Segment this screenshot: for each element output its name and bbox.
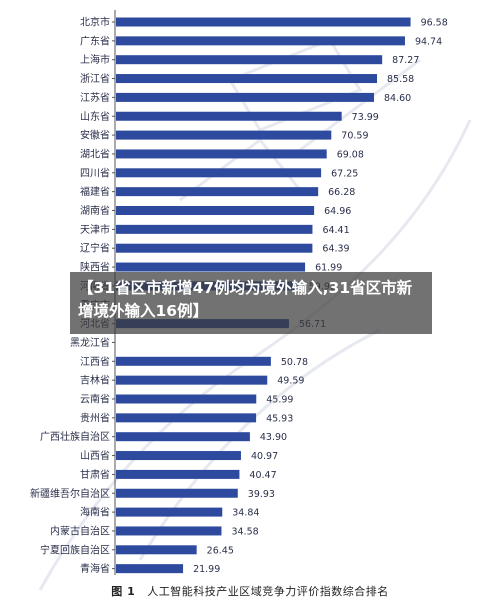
bar: [116, 92, 375, 102]
category-label: 北京市: [80, 16, 110, 29]
category-label: 天津市: [80, 223, 110, 236]
value-label: 45.93: [266, 413, 293, 424]
bar: [116, 488, 238, 498]
value-label: 34.58: [231, 526, 258, 537]
figure-number: 图 1: [111, 585, 136, 598]
category-label: 山东省: [80, 110, 110, 123]
category-label: 辽宁省: [80, 242, 110, 255]
bar: [116, 356, 271, 366]
bar: [116, 243, 313, 253]
bar: [116, 74, 378, 84]
category-label: 贵州省: [80, 411, 110, 424]
category-label: 黑龙江省: [70, 336, 110, 349]
bar: [116, 469, 240, 479]
value-label: 87.27: [392, 55, 419, 66]
category-label: 山西省: [80, 449, 110, 462]
value-label: 45.99: [266, 395, 293, 406]
category-label: 内蒙古自治区: [50, 524, 110, 537]
bar: [116, 149, 327, 159]
bar: [116, 545, 197, 555]
category-label: 湖北省: [80, 147, 110, 160]
bar: [116, 507, 223, 517]
bar: [116, 394, 257, 404]
bar: [116, 526, 222, 536]
bar: [116, 262, 306, 272]
bar: [116, 111, 342, 121]
bar: [116, 55, 383, 65]
category-label: 上海市: [80, 53, 110, 66]
bar: [116, 206, 315, 215]
category-label: 宁夏回族自治区: [40, 543, 110, 556]
category-label: 青海省: [80, 562, 110, 575]
value-label: 67.25: [331, 168, 358, 179]
figure-caption: 图 1 人工智能科技产业区域竞争力评价指数综合排名: [0, 583, 500, 599]
category-label: 安徽省: [80, 129, 110, 142]
bar: [116, 375, 268, 385]
category-label: 甘肃省: [80, 468, 110, 481]
category-label: 四川省: [80, 166, 110, 179]
value-label: 69.08: [337, 149, 364, 160]
bar: [116, 168, 322, 178]
category-label: 海南省: [80, 506, 110, 519]
value-label: 94.74: [415, 36, 442, 47]
value-label: 40.97: [251, 451, 278, 462]
bar-chart: 北京市 96.58 广东省 94.74 上海市 87.27 浙江省 85.58 江苏省 84.60…: [30, 10, 448, 575]
bar: [116, 187, 319, 197]
value-label: 64.41: [322, 225, 349, 236]
value-label: 85.58: [387, 74, 414, 85]
value-label: 73.99: [352, 112, 379, 123]
value-label: 66.28: [328, 187, 355, 198]
category-label: 陕西省: [80, 261, 110, 274]
headline-overlay: 【31省区市新增47例均为境外输入,31省区市新增境外输入16例】: [70, 272, 432, 334]
value-label: 39.93: [248, 489, 275, 500]
bar: [116, 432, 250, 442]
value-label: 84.60: [384, 93, 411, 104]
category-label: 江西省: [80, 355, 110, 368]
category-label: 福建省: [80, 185, 110, 198]
category-label: 吉林省: [80, 374, 110, 387]
bar: [116, 36, 405, 46]
value-label: 50.78: [281, 357, 308, 368]
value-label: 40.47: [249, 470, 276, 481]
category-label: 广西壮族自治区: [40, 430, 110, 443]
category-label: 云南省: [80, 393, 110, 406]
category-label: 江苏省: [80, 91, 110, 104]
value-label: 34.84: [232, 508, 259, 519]
value-label: 96.58: [421, 18, 448, 29]
value-label: 64.39: [322, 244, 349, 255]
category-label: 广东省: [80, 34, 110, 47]
value-label: 43.90: [260, 432, 287, 443]
value-label: 26.45: [207, 545, 234, 556]
bar: [116, 413, 257, 423]
value-label: 49.59: [277, 376, 304, 387]
bar: [116, 130, 332, 140]
bar: [116, 451, 241, 461]
value-label: 61.99: [315, 263, 342, 274]
value-label: 21.99: [193, 564, 220, 575]
value-label: 64.96: [324, 206, 351, 217]
bar: [116, 564, 184, 574]
bar: [116, 17, 411, 27]
value-label: 70.59: [341, 131, 368, 142]
figure-caption-text: 人工智能科技产业区域竞争力评价指数综合排名: [147, 585, 389, 598]
bar: [116, 224, 313, 234]
category-label: 浙江省: [80, 72, 110, 85]
category-label: 新疆维吾尔自治区: [30, 487, 110, 500]
category-label: 湖南省: [80, 204, 110, 217]
